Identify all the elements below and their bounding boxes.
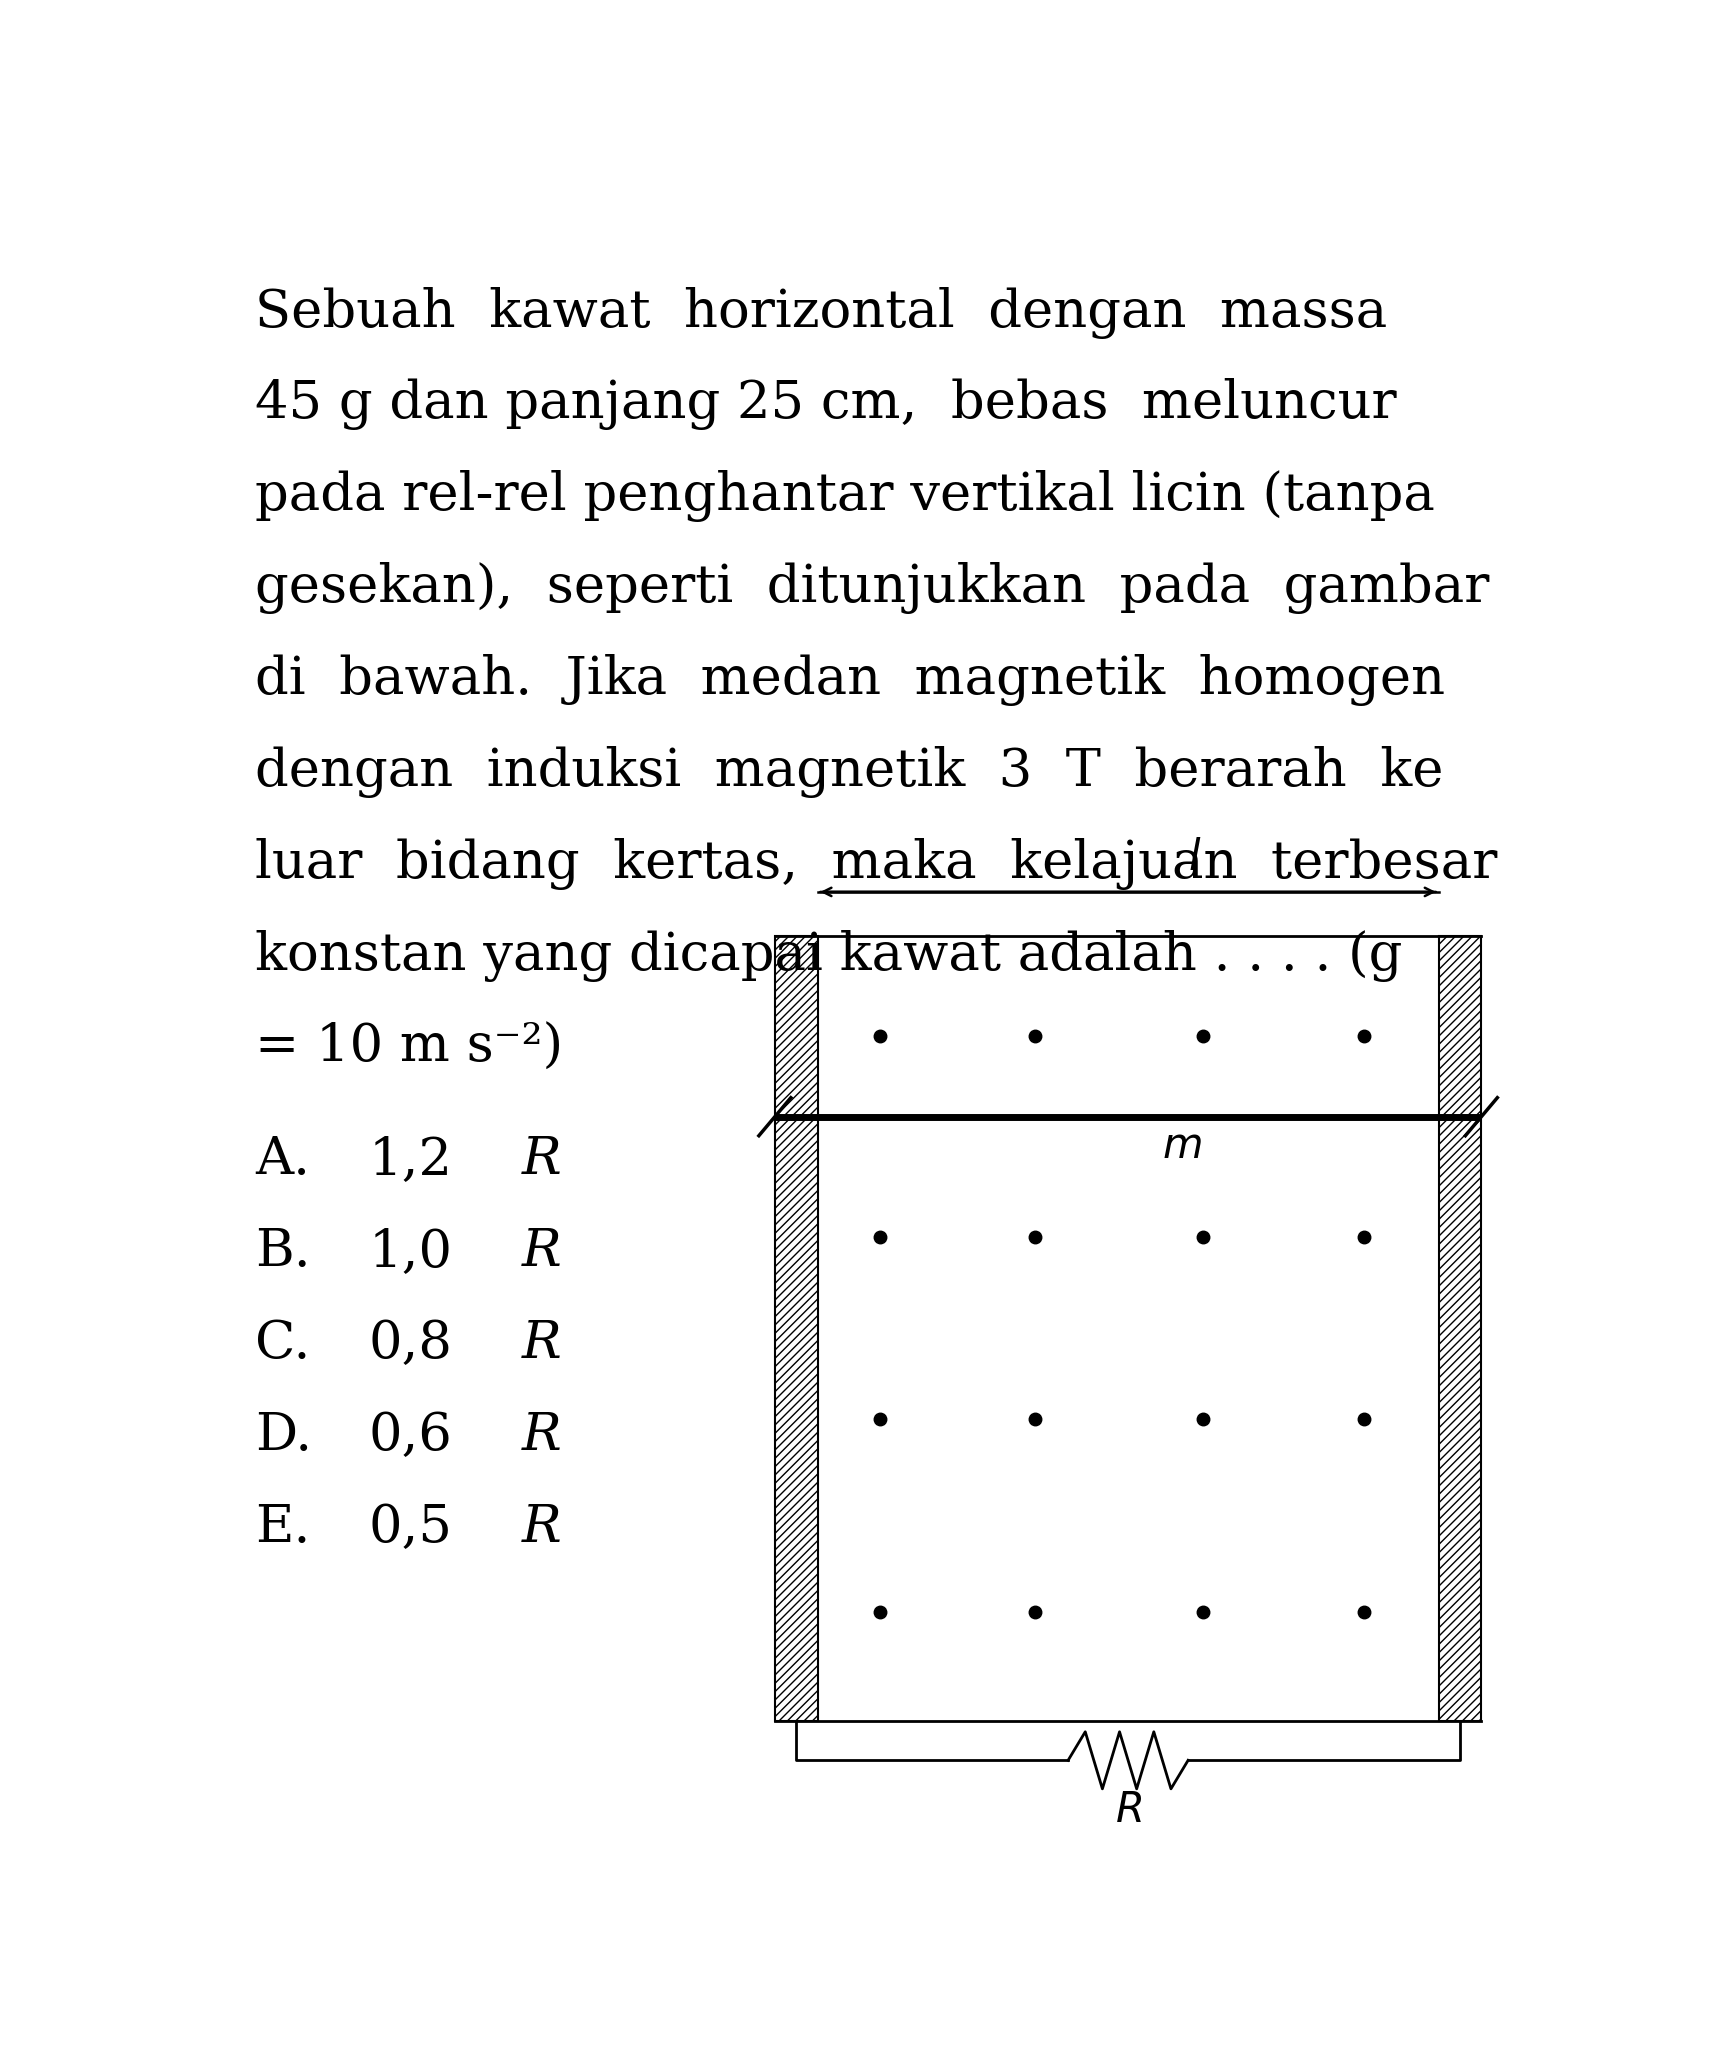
Bar <box>1438 936 1481 1720</box>
Text: = 10 m s⁻²): = 10 m s⁻²) <box>255 1023 562 1072</box>
Text: luar  bidang  kertas,  maka  kelajuan  terbesar: luar bidang kertas, maka kelajuan terbes… <box>255 838 1498 889</box>
Text: gesekan),  seperti  ditunjukkan  pada  gambar: gesekan), seperti ditunjukkan pada gamba… <box>255 562 1490 613</box>
Text: $R$: $R$ <box>1115 1788 1142 1832</box>
Text: 45 g dan panjang 25 cm,  bebas  meluncur: 45 g dan panjang 25 cm, bebas meluncur <box>255 379 1397 430</box>
Text: R: R <box>521 1502 561 1554</box>
Text: R: R <box>521 1319 561 1369</box>
Text: $m$: $m$ <box>1161 1124 1201 1167</box>
Text: A.: A. <box>255 1134 310 1185</box>
Text: E.: E. <box>255 1502 310 1554</box>
Text: pada rel-rel penghantar vertikal licin (tanpa: pada rel-rel penghantar vertikal licin (… <box>255 471 1434 523</box>
Text: C.: C. <box>255 1319 310 1369</box>
Text: $l$: $l$ <box>1189 838 1202 879</box>
Text: B.: B. <box>255 1227 311 1278</box>
Bar <box>774 936 817 1720</box>
Text: R: R <box>521 1410 561 1461</box>
Text: Sebuah  kawat  horizontal  dengan  massa: Sebuah kawat horizontal dengan massa <box>255 286 1388 340</box>
Text: D.: D. <box>255 1410 311 1461</box>
Text: dengan  induksi  magnetik  3  T  berarah  ke: dengan induksi magnetik 3 T berarah ke <box>255 747 1443 799</box>
Text: R: R <box>521 1134 561 1185</box>
Text: 0,5: 0,5 <box>368 1502 452 1554</box>
Text: 0,8: 0,8 <box>368 1319 452 1369</box>
Text: di  bawah.  Jika  medan  magnetik  homogen: di bawah. Jika medan magnetik homogen <box>255 654 1445 706</box>
Text: R: R <box>521 1227 561 1278</box>
Text: 0,6: 0,6 <box>368 1410 452 1461</box>
Text: 1,2: 1,2 <box>368 1134 452 1185</box>
Text: konstan yang dicapai kawat adalah . . . . (g: konstan yang dicapai kawat adalah . . . … <box>255 930 1402 982</box>
Text: 1,0: 1,0 <box>368 1227 452 1278</box>
